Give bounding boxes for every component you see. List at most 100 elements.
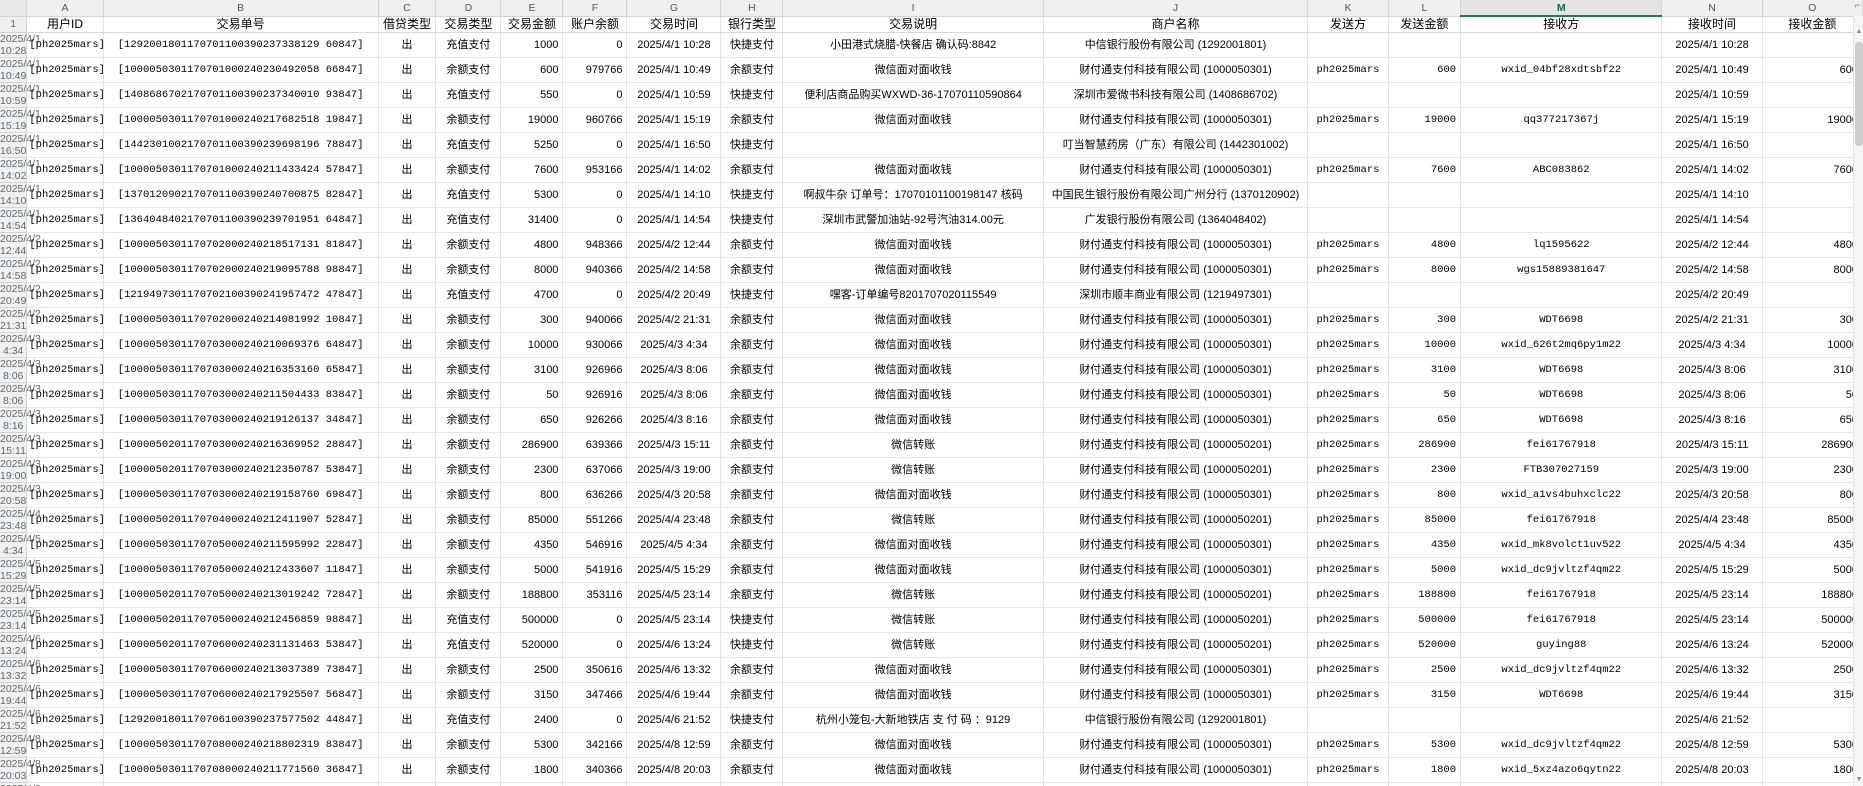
column-header-k[interactable]: K bbox=[1307, 0, 1389, 17]
cell-O2025/4/1 14:02[interactable]: 7600 bbox=[1762, 157, 1863, 183]
scroll-up-arrow[interactable]: ▲ bbox=[1855, 28, 1863, 35]
row-number[interactable]: 2025/4/3 19:00 bbox=[0, 457, 41, 483]
cell-D2025/4/2 20:49[interactable]: 充值支付 bbox=[435, 282, 502, 308]
cell-B2025/4/8 12:59[interactable]: [1000050301170708000240218802319 83847] bbox=[103, 732, 379, 758]
cell-J2025/4/1 10:59[interactable]: 深圳市爱微书科技有限公司 (1408686702) bbox=[1043, 82, 1309, 108]
cell-H2025/4/8 12:59[interactable]: 余额支付 bbox=[720, 732, 784, 758]
cell-F2025/4/3 8:06[interactable]: 926966 bbox=[562, 357, 628, 383]
cell-K2025/4/5 23:14[interactable]: ph2025mars bbox=[1307, 607, 1389, 633]
cell-A2025/4/3 15:11[interactable]: [ph2025mars] bbox=[26, 432, 104, 458]
column-header-l[interactable]: L bbox=[1387, 0, 1462, 17]
cell-K2025/4/5 23:14[interactable]: ph2025mars bbox=[1307, 582, 1389, 608]
column-header-d[interactable]: D bbox=[435, 0, 502, 17]
cell-M2025/4/3 8:06[interactable]: WDT6698 bbox=[1460, 357, 1663, 383]
cell-A2025/4/1 10:59[interactable]: [ph2025mars] bbox=[26, 82, 104, 108]
cell-O2025/4/3 8:06[interactable]: 3100 bbox=[1762, 357, 1863, 383]
cell-C2025/4/5 15:29[interactable]: 出 bbox=[378, 557, 437, 583]
table-row[interactable]: 2025/4/6 19:44 [ph2025mars] [1000050301170… bbox=[0, 682, 1863, 708]
cell-C2025/4/8 20:34[interactable]: 出 bbox=[378, 782, 437, 786]
cell-L2025/4/6 21:52[interactable] bbox=[1388, 707, 1462, 733]
cell-A2025/4/8 20:03[interactable]: [ph2025mars] bbox=[26, 757, 104, 783]
column-header-i[interactable]: I bbox=[782, 0, 1044, 17]
cell-I2025/4/5 15:29[interactable]: 微信面对面收钱 bbox=[782, 557, 1044, 583]
row-number[interactable]: 2025/4/8 12:59 bbox=[0, 732, 41, 758]
cell-F2025/4/5 4:34[interactable]: 546916 bbox=[562, 532, 628, 558]
cell-H2025/4/1 10:49[interactable]: 余额支付 bbox=[720, 57, 784, 83]
table-row[interactable]: 2025/4/3 19:00 [ph2025mars] [1000050201170… bbox=[0, 457, 1863, 483]
cell-K2025/4/3 15:11[interactable]: ph2025mars bbox=[1307, 432, 1389, 458]
cell-D2025/4/1 14:02[interactable]: 余额支付 bbox=[435, 157, 502, 183]
table-row[interactable]: 2025/4/5 23:14 [ph2025mars] [1000050201170… bbox=[0, 607, 1863, 633]
cell-F2025/4/1 10:59[interactable]: 0 bbox=[562, 82, 628, 108]
table-row[interactable]: 2025/4/1 10:49 [ph2025mars] [1000050301170… bbox=[0, 57, 1863, 83]
cell-F2025/4/2 12:44[interactable]: 948366 bbox=[562, 232, 628, 258]
cell-L2025/4/1 14:02[interactable]: 7600 bbox=[1388, 157, 1462, 183]
table-row[interactable]: 2025/4/4 23:48 [ph2025mars] [1000050201170… bbox=[0, 507, 1863, 533]
table-row[interactable]: 2025/4/8 20:34[ph2025mars][1000050201170… bbox=[0, 782, 1863, 786]
row-number[interactable]: 2025/4/3 4:34 bbox=[0, 332, 41, 358]
cell-N2025/4/3 4:34[interactable]: 2025/4/3 4:34 bbox=[1661, 332, 1763, 358]
cell-A2025/4/5 23:14[interactable]: [ph2025mars] bbox=[26, 582, 104, 608]
cell-D2025/4/3 8:16[interactable]: 余额支付 bbox=[435, 407, 502, 433]
cell-H2025/4/1 10:28[interactable]: 快捷支付 bbox=[720, 32, 784, 58]
column-header-g[interactable]: G bbox=[626, 0, 722, 17]
cell-A2025/4/3 8:16[interactable]: [ph2025mars] bbox=[26, 407, 104, 433]
cell-G2025/4/1 14:54[interactable]: 2025/4/1 14:54 bbox=[626, 207, 722, 233]
cell-L2025/4/1 10:28[interactable] bbox=[1388, 32, 1462, 58]
cell-N2025/4/5 15:29[interactable]: 2025/4/5 15:29 bbox=[1661, 557, 1763, 583]
cell-E2025/4/1 14:10[interactable]: 5300 bbox=[500, 182, 564, 208]
cell-B2025/4/8 20:34[interactable]: [1000050201170708000240218822005 00847] bbox=[103, 782, 379, 786]
cell-N2025/4/1 10:28[interactable]: 2025/4/1 10:28 bbox=[1661, 32, 1763, 58]
cell-I2025/4/1 10:49[interactable]: 微信面对面收钱 bbox=[782, 57, 1044, 83]
cell-H2025/4/8 20:03[interactable]: 余额支付 bbox=[720, 757, 784, 783]
cell-H2025/4/1 14:10[interactable]: 快捷支付 bbox=[720, 182, 784, 208]
cell-C2025/4/1 15:19[interactable]: 出 bbox=[378, 107, 437, 133]
cell-O2025/4/3 19:00[interactable]: 2300 bbox=[1762, 457, 1863, 483]
cell-G2025/4/3 8:16[interactable]: 2025/4/3 8:16 bbox=[626, 407, 722, 433]
cell-L2025/4/5 23:14[interactable]: 188800 bbox=[1388, 582, 1462, 608]
cell-D2025/4/3 19:00[interactable]: 余额支付 bbox=[435, 457, 502, 483]
cell-H2025/4/8 20:34[interactable]: 余额支付 bbox=[720, 782, 784, 786]
cell-D2025/4/8 20:34[interactable]: 余额支付 bbox=[435, 782, 502, 786]
cell-K2025/4/1 16:50[interactable] bbox=[1307, 132, 1389, 158]
cell-C2025/4/1 14:10[interactable]: 出 bbox=[378, 182, 437, 208]
cell-I2025/4/3 8:06[interactable]: 微信面对面收钱 bbox=[782, 382, 1044, 408]
cell-B2025/4/1 14:10[interactable]: [1370120902170701100390240700875 82847] bbox=[103, 182, 379, 208]
cell-A2025/4/3 4:34[interactable]: [ph2025mars] bbox=[26, 332, 104, 358]
cell-N2025/4/2 14:58[interactable]: 2025/4/2 14:58 bbox=[1661, 257, 1763, 283]
cell-D2025/4/3 4:34[interactable]: 余额支付 bbox=[435, 332, 502, 358]
cell-G2025/4/2 21:31[interactable]: 2025/4/2 21:31 bbox=[626, 307, 722, 333]
row-number[interactable]: 2025/4/1 10:49 bbox=[0, 57, 41, 83]
cell-G2025/4/1 14:02[interactable]: 2025/4/1 14:02 bbox=[626, 157, 722, 183]
cell-N2025/4/3 8:16[interactable]: 2025/4/3 8:16 bbox=[1661, 407, 1763, 433]
cell-O2025/4/3 4:34[interactable]: 10000 bbox=[1762, 332, 1863, 358]
cell-B2025/4/1 14:54[interactable]: [1364048402170701100390239701951 64847] bbox=[103, 207, 379, 233]
cell-H2025/4/5 4:34[interactable]: 余额支付 bbox=[720, 532, 784, 558]
cell-N2025/4/6 13:32[interactable]: 2025/4/6 13:32 bbox=[1661, 657, 1763, 683]
cell-A2025/4/2 14:58[interactable]: [ph2025mars] bbox=[26, 257, 104, 283]
cell-K2025/4/6 19:44[interactable]: ph2025mars bbox=[1307, 682, 1389, 708]
cell-H2025/4/1 10:59[interactable]: 快捷支付 bbox=[720, 82, 784, 108]
cell-H2025/4/3 15:11[interactable]: 余额支付 bbox=[720, 432, 784, 458]
row-number[interactable]: 2025/4/5 4:34 bbox=[0, 532, 41, 558]
cell-N2025/4/3 19:00[interactable]: 2025/4/3 19:00 bbox=[1661, 457, 1763, 483]
cell-E2025/4/2 21:31[interactable]: 300 bbox=[500, 307, 564, 333]
cell-L2025/4/4 23:48[interactable]: 85000 bbox=[1388, 507, 1462, 533]
row-number[interactable]: 2025/4/8 20:34 bbox=[0, 782, 41, 786]
cell-G2025/4/1 14:10[interactable]: 2025/4/1 14:10 bbox=[626, 182, 722, 208]
cell-I2025/4/6 19:44[interactable]: 微信面对面收钱 bbox=[782, 682, 1044, 708]
cell-C2025/4/1 14:02[interactable]: 出 bbox=[378, 157, 437, 183]
cell-M2025/4/3 4:34[interactable]: wxid_626t2mq6py1m22 bbox=[1460, 332, 1663, 358]
cell-I2025/4/2 14:58[interactable]: 微信面对面收钱 bbox=[782, 257, 1044, 283]
cell-O2025/4/3 15:11[interactable]: 286900 bbox=[1762, 432, 1863, 458]
cell-C2025/4/3 4:34[interactable]: 出 bbox=[378, 332, 437, 358]
cell-C2025/4/3 8:16[interactable]: 出 bbox=[378, 407, 437, 433]
cell-O2025/4/2 20:49[interactable] bbox=[1762, 282, 1863, 308]
cell-C2025/4/3 20:58[interactable]: 出 bbox=[378, 482, 437, 508]
column-header-b[interactable]: B bbox=[102, 0, 379, 17]
row-number[interactable]: 2025/4/4 23:48 bbox=[0, 507, 41, 533]
cell-E2025/4/8 20:03[interactable]: 1800 bbox=[500, 757, 564, 783]
cell-E2025/4/3 8:06[interactable]: 50 bbox=[500, 382, 564, 408]
cell-F2025/4/1 15:19[interactable]: 960766 bbox=[562, 107, 628, 133]
cell-G2025/4/8 12:59[interactable]: 2025/4/8 12:59 bbox=[626, 732, 722, 758]
